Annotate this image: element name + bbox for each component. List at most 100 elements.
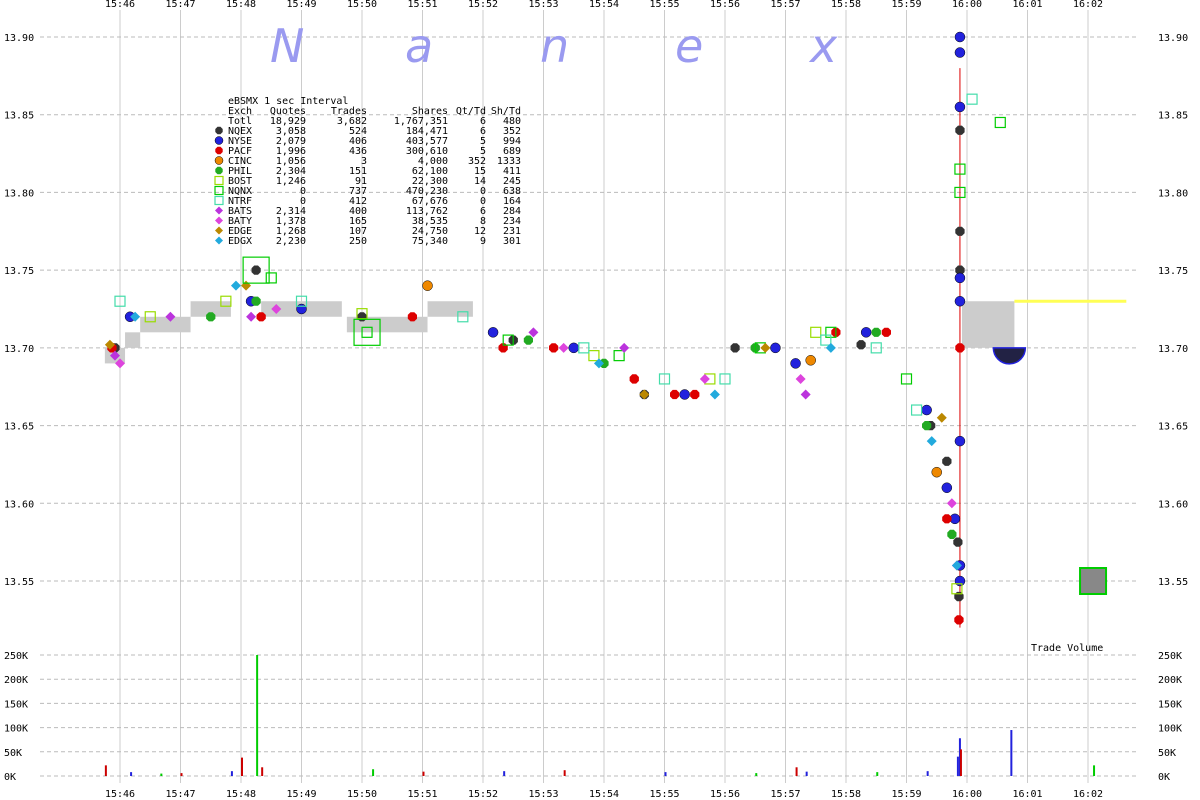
legend-marker-edgx (215, 236, 223, 245)
price-tick-label-right: 13.80 (1158, 188, 1188, 199)
legend-cell: NQNX (228, 186, 252, 197)
trade-mark-bost (588, 350, 600, 362)
legend-cell: CINC (228, 156, 252, 167)
legend-cell: 12 (474, 226, 486, 237)
trade-mark-nqex (730, 343, 740, 353)
time-tick-label-bottom: 15:47 (165, 789, 195, 800)
trade-mark-ntrf (910, 404, 923, 416)
legend-cell: 1,268 (276, 226, 306, 237)
watermark-letter: n (540, 19, 569, 73)
legend-cell: 737 (349, 186, 367, 197)
volume-bar (1010, 730, 1013, 776)
trade-mark-phil (871, 327, 881, 337)
trade-mark-nqex (856, 340, 866, 350)
legend-cell: NTRF (228, 196, 252, 207)
legend-cell: 301 (503, 236, 521, 247)
grid-lines (40, 10, 1138, 783)
trade-mark-phil (251, 296, 261, 306)
trade-mark-nyse (770, 342, 781, 354)
volume-tick-label-left: 100K (4, 724, 28, 735)
price-tick-label-left: 13.60 (4, 499, 34, 510)
trade-mark-bost (356, 308, 368, 320)
legend-cell: 352 (503, 126, 521, 137)
legend-cell: 994 (503, 136, 521, 147)
price-tick-label-left: 13.65 (4, 422, 34, 433)
time-tick-label-bottom: 15:55 (649, 789, 679, 800)
volume-bar (104, 765, 107, 776)
volume-tick-label-right: 50K (1158, 748, 1176, 759)
time-tick-label-bottom: 15:49 (286, 789, 316, 800)
volume-tick-label-right: 100K (1158, 724, 1182, 735)
trade-mark-nyse (954, 575, 966, 587)
volume-tick-label-left: 50K (4, 748, 22, 759)
legend-cell: 18,929 (270, 116, 306, 127)
trade-mark-pacf (256, 312, 266, 322)
time-tick-label-top: 15:59 (891, 0, 921, 10)
volume-bar (180, 773, 183, 776)
legend-cell: 480 (503, 116, 521, 127)
trade-mark-phil (922, 421, 932, 431)
volume-bars (104, 655, 1096, 776)
watermark-letter: a (405, 19, 433, 73)
price-tick-label-right: 13.70 (1158, 344, 1188, 355)
volume-bar (563, 770, 566, 776)
trade-mark-nqnx (265, 272, 277, 284)
trade-mark-pacf (549, 343, 559, 353)
legend-cell: 400 (349, 206, 367, 217)
trade-mark-bost (220, 295, 232, 307)
legend-cell: PHIL (228, 166, 252, 177)
time-tick-label-top: 16:02 (1073, 0, 1103, 10)
trade-mark-edgx (709, 389, 720, 400)
time-tick-label-top: 15:55 (649, 0, 679, 10)
volume-tick-label-right: 150K (1158, 699, 1182, 710)
trade-marks (104, 31, 1108, 625)
trade-mark-nyse (954, 101, 966, 113)
legend-cell: 6 (480, 116, 486, 127)
legend-cell: 300,610 (406, 146, 448, 157)
trade-mark-baty (271, 304, 282, 314)
price-axis: 13.90 13.90 13.85 13.85 13.80 13.80 13.75 13.75… (4, 33, 1188, 588)
time-tick-label-bottom: 15:56 (710, 789, 740, 800)
time-tick-label-top: 15:54 (589, 0, 619, 10)
volume-tick-label-left: 250K (4, 651, 28, 662)
legend-cell: BATY (228, 216, 252, 227)
trade-mark-bats (165, 311, 176, 322)
time-tick-label-bottom: 16:01 (1012, 789, 1042, 800)
legend-cell: 2,314 (276, 206, 306, 217)
volume-bar (372, 769, 375, 776)
trade-mark-nyse (954, 435, 966, 447)
volume-bar (926, 771, 929, 776)
legend-cell: 91 (355, 176, 367, 187)
legend-cell: 3,682 (337, 116, 367, 127)
volume-bar (876, 772, 879, 776)
legend-header: Exch (228, 106, 252, 117)
trade-mark-pacf (955, 343, 965, 353)
trade-mark-bost (951, 583, 963, 595)
legend-cell: 8 (480, 216, 486, 227)
legend-cell: 231 (503, 226, 521, 237)
trade-mark-ntrf (295, 295, 308, 307)
trade-mark-pacf (629, 374, 639, 384)
legend-cell: 1,056 (276, 156, 306, 167)
legend-cell: 284 (503, 206, 521, 217)
legend-cell: 234 (503, 216, 521, 227)
legend-cell: 403,577 (406, 136, 448, 147)
volume-bar (256, 655, 259, 776)
legend-cell: 1,767,351 (394, 116, 448, 127)
legend-cell: BOST (228, 176, 252, 187)
volume-bar (261, 767, 264, 776)
trade-mark-ntrf (870, 342, 882, 354)
trade-mark-nqex (251, 265, 261, 275)
volume-bar (959, 749, 962, 776)
trade-mark-ntrf (114, 295, 126, 307)
volume-tick-label-left: 200K (4, 675, 28, 686)
trade-mark-pacf (942, 514, 952, 524)
trade-mark-baty (699, 373, 710, 384)
time-tick-label-top: 15:48 (226, 0, 256, 10)
trade-mark-baty (558, 342, 569, 353)
trade-mark-bats (528, 327, 539, 338)
price-tick-label-left: 13.75 (4, 266, 34, 277)
legend-cell: Totl (228, 116, 252, 127)
legend-marker-nqnx (214, 185, 224, 196)
trade-mark-edge (639, 389, 650, 400)
